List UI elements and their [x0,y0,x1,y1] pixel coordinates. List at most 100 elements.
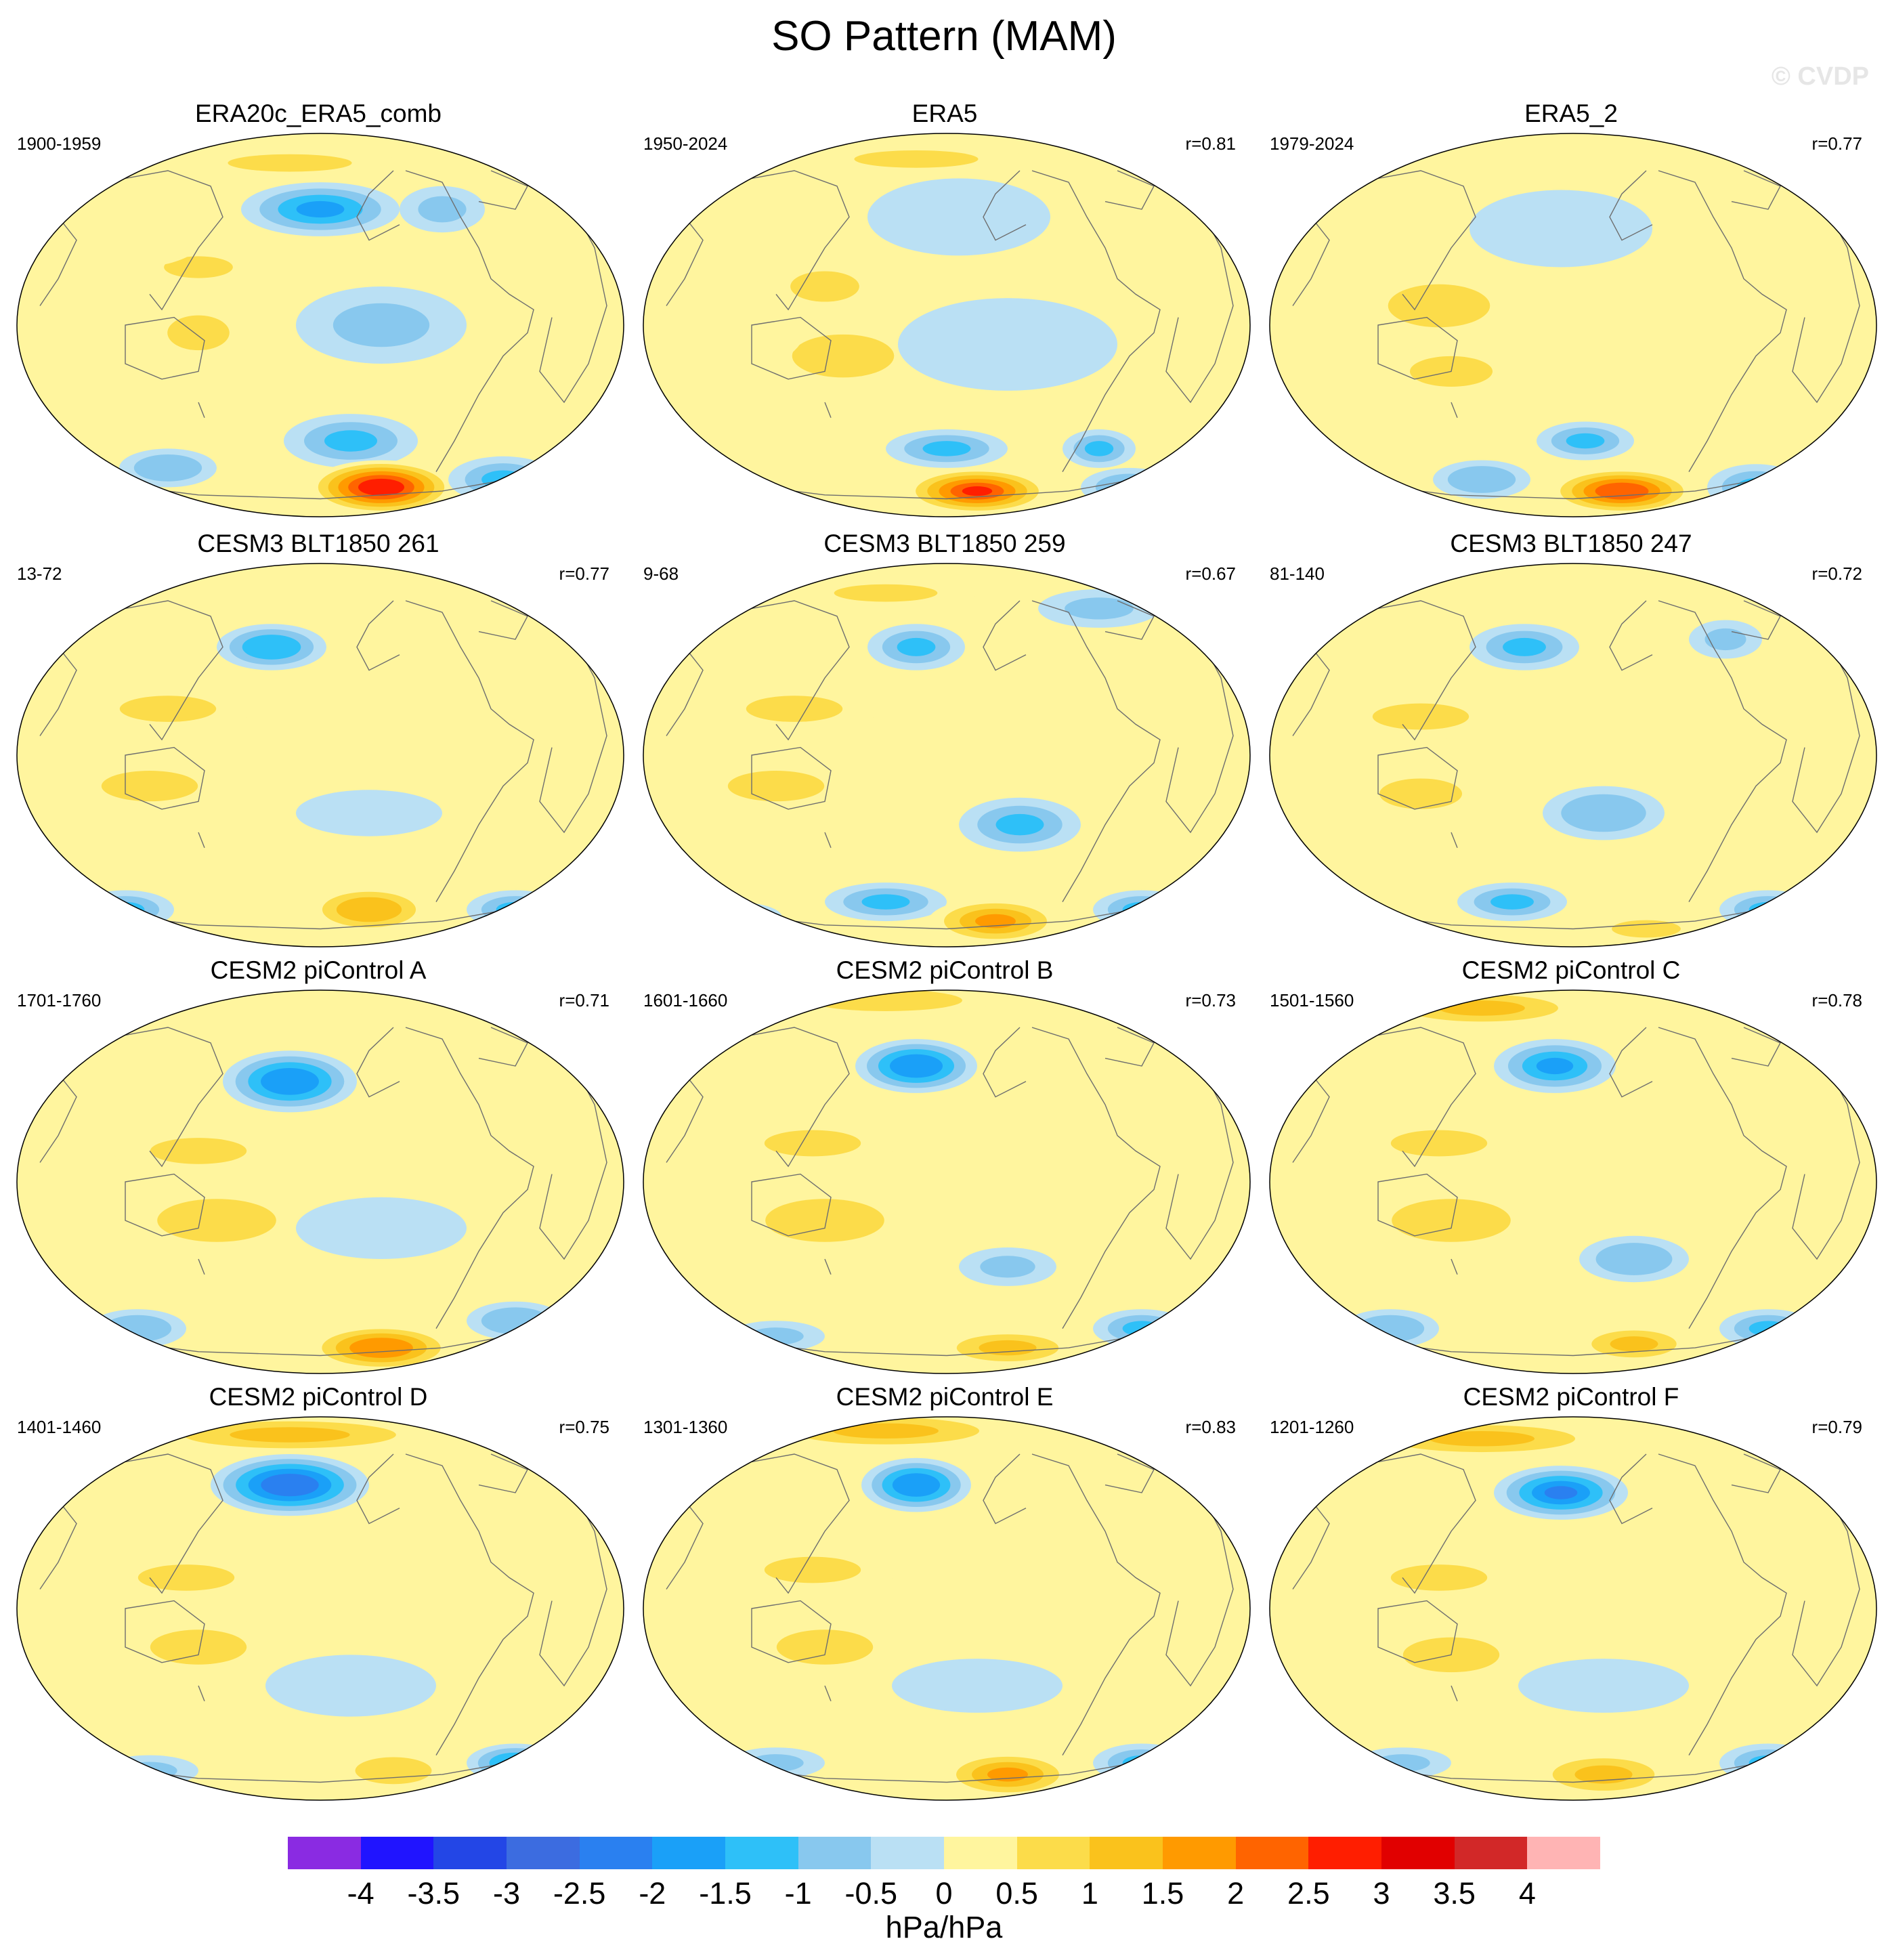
contour-region [1390,1130,1488,1157]
contour-region [133,454,202,482]
coastline [1104,1027,1155,1067]
panel-correlation: r=0.83 [1185,1417,1236,1437]
coastline [1292,209,1330,306]
coastline [1792,1046,1860,1260]
colorbar-swatch [360,1837,434,1869]
panel-title: ERA5 [911,100,978,127]
coastline [539,190,607,404]
contour-region [481,1307,550,1335]
contour-region [460,240,607,333]
contour-region [1122,1755,1161,1771]
coastline [478,600,528,640]
contour-region [790,271,859,302]
map-panel: ERA5 1950-2024 r=0.81 [633,98,1256,525]
colorbar-tick-label: -0.5 [844,1876,898,1911]
coastline [356,170,400,241]
coastline [824,832,832,849]
contour-region [1447,466,1516,493]
coastline [1731,170,1781,210]
coastline [356,1453,400,1525]
coastline [198,1685,205,1702]
colorbar-tick-label: 3.5 [1433,1876,1476,1911]
contour-region [1122,901,1161,918]
panel-title: CESM3 BLT1850 247 [1450,530,1692,557]
map-svg [1269,133,1877,517]
contour-region [1372,703,1469,730]
map-plot [1268,989,1878,1375]
contour-region [975,914,1016,929]
map-panel: CESM2 piControl A 1701-1760 r=0.71 [7,955,630,1382]
contour-region [833,1423,939,1439]
colorbar-swatch [1308,1837,1382,1869]
contour-region [355,1757,432,1785]
coastline [1377,1027,1476,1168]
map-plot [1268,562,1878,948]
colorbar-tick-label: -3.5 [407,1876,460,1911]
coastline [1165,1046,1234,1260]
contour-region [892,1473,941,1497]
map-svg [643,989,1251,1374]
coastline [1377,746,1458,810]
coastline [1451,1258,1458,1275]
map-plot [16,1415,625,1802]
contour-region [119,696,217,722]
coastline [125,1600,205,1663]
colorbar-swatch [1016,1837,1090,1869]
contour-region [1451,151,1695,190]
contour-region [418,196,467,223]
coastline [751,1600,832,1663]
map-svg [16,989,624,1374]
contour-region [101,771,198,802]
panel-period: 1900-1959 [17,133,102,154]
contour-region [122,1762,177,1780]
contour-region [764,1130,861,1157]
colorbar-tick-label: -2 [639,1876,666,1911]
coastline [666,1492,704,1590]
colorbar-swatch [1381,1837,1455,1869]
contour-region [1503,637,1546,656]
contour-region [776,1629,874,1665]
contour-region [1438,1000,1525,1016]
contour-region [1107,1749,1176,1776]
contour-region [442,647,564,709]
contour-region [106,901,145,918]
map-border [16,1416,624,1801]
coastline [1377,1453,1476,1594]
coastline [751,1173,832,1237]
coastline [405,600,534,902]
coastline [751,170,850,311]
contour-region [1469,190,1652,268]
contour-region [809,990,962,1011]
coastline [1292,639,1330,736]
coastline [751,316,832,380]
contour-region [1388,284,1490,328]
colorbar-swatch [944,1837,1018,1869]
coastline [1104,1453,1155,1493]
coastline [1451,832,1458,849]
coastline [1165,190,1234,404]
contour-region [467,890,564,929]
contour-region [91,896,160,923]
panel-title: CESM2 piControl C [1461,956,1681,984]
contour-region [230,1427,350,1443]
map-panel: CESM2 piControl B 1601-1660 r=0.73 [633,955,1256,1382]
panel-period: 1950-2024 [643,133,728,154]
coastline [478,170,528,210]
contour-region [228,154,352,172]
contour-region [867,178,1050,256]
map-border [1269,133,1877,517]
colorbar-tick-label: 0.5 [995,1876,1038,1911]
map-border [16,133,624,517]
contour-region [1574,1765,1633,1784]
contour-region [861,894,910,910]
coastline [478,1453,528,1493]
colorbar-tick-label: 3 [1373,1876,1390,1911]
colorbar-swatch [579,1837,653,1869]
panel-correlation: r=0.71 [559,990,609,1010]
colorbar-tick-label: -1 [784,1876,812,1911]
cvdp-watermark: © CVDP [1771,62,1869,91]
panel-correlation: r=0.73 [1185,990,1236,1010]
map-panel: CESM2 piControl E 1301-1360 r=0.83 [633,1382,1256,1808]
contour-region [1536,1057,1574,1075]
contour-region [792,334,895,378]
